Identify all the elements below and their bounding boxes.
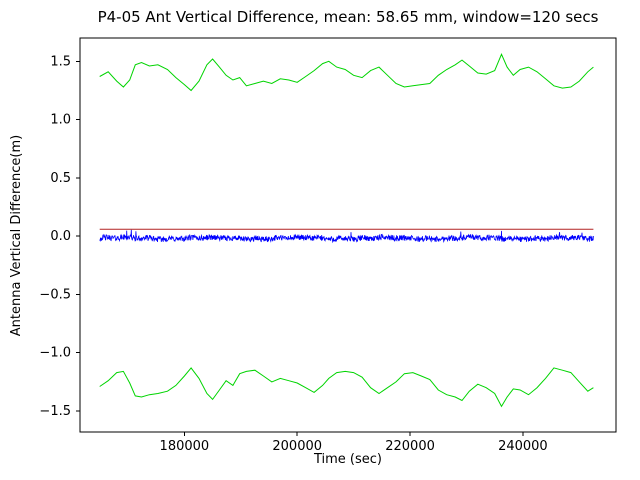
series-antenna-vertical-difference <box>99 229 594 244</box>
y-tick-label: −1.0 <box>39 346 71 361</box>
y-tick-label: 0.5 <box>50 171 71 186</box>
series-lower-bound <box>99 367 594 408</box>
x-axis-label: Time (sec) <box>313 452 382 467</box>
y-tick-label: 1.5 <box>50 54 71 69</box>
x-tick-label: 240000 <box>498 439 548 454</box>
y-tick-label: 1.0 <box>50 113 71 128</box>
y-tick-label: −1.5 <box>39 404 71 419</box>
x-tick-label: 220000 <box>385 439 435 454</box>
x-tick-label: 200000 <box>272 439 322 454</box>
axes-frame <box>79 37 617 433</box>
x-tick-label: 180000 <box>160 439 210 454</box>
y-tick-label: −0.5 <box>39 287 71 302</box>
y-tick-label: 0.0 <box>50 229 71 244</box>
chart-title: P4-05 Ant Vertical Difference, mean: 58.… <box>97 8 599 26</box>
series-upper-bound <box>99 53 594 92</box>
